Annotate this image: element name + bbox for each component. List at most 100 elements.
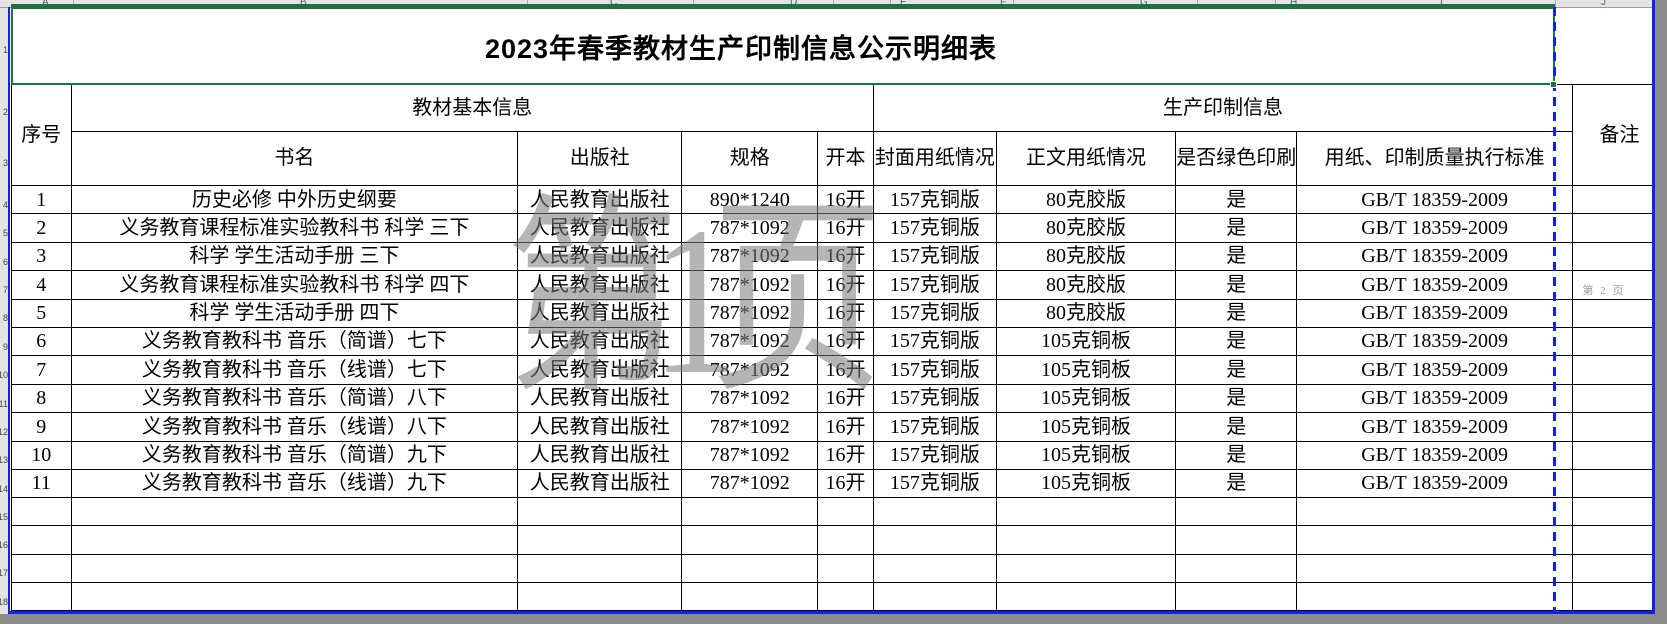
page-break-dashed-line[interactable] <box>1553 7 1556 611</box>
cell-standard[interactable]: GB/T 18359-2009 <box>1296 412 1574 442</box>
cell-green[interactable]: 是 <box>1175 184 1298 215</box>
cell-remark[interactable] <box>1572 213 1667 243</box>
sub-header-6[interactable]: 是否绿色印刷 <box>1175 131 1298 186</box>
sub-header-0[interactable]: 书名 <box>70 131 519 186</box>
empty-cell[interactable] <box>70 525 519 555</box>
cell-spec[interactable]: 787*1092 <box>681 383 819 414</box>
row-header-5[interactable]: 5 <box>2 228 8 238</box>
cell-green[interactable]: 是 <box>1175 270 1298 300</box>
cell-standard[interactable]: GB/T 18359-2009 <box>1296 270 1574 300</box>
empty-cell[interactable] <box>681 553 819 583</box>
empty-cell[interactable] <box>11 553 72 583</box>
cell-cover_paper[interactable]: 157克铜版 <box>872 270 997 300</box>
empty-cell[interactable] <box>995 553 1177 583</box>
empty-cell[interactable] <box>11 525 72 555</box>
cell-remark[interactable] <box>1572 184 1667 215</box>
row-header-13[interactable]: 13 <box>0 455 8 465</box>
cell-cover_paper[interactable]: 157克铜版 <box>872 298 997 328</box>
empty-cell[interactable] <box>1296 497 1574 527</box>
cell-book[interactable]: 义务教育教科书 音乐（简谱）九下 <box>70 440 519 470</box>
empty-cell[interactable] <box>1572 581 1667 612</box>
cell-standard[interactable]: GB/T 18359-2009 <box>1296 213 1574 243</box>
row-header-7[interactable]: 7 <box>2 285 8 295</box>
row-header-6[interactable]: 6 <box>2 257 8 267</box>
cell-body_paper[interactable]: 105克铜板 <box>995 326 1177 357</box>
empty-cell[interactable] <box>995 497 1177 527</box>
cell-body_paper[interactable]: 80克胶版 <box>995 213 1177 243</box>
cell-book[interactable]: 义务教育教科书 音乐（线谱）七下 <box>70 355 519 385</box>
cell-publisher[interactable]: 人民教育出版社 <box>517 184 683 215</box>
empty-cell[interactable] <box>817 581 874 612</box>
empty-cell[interactable] <box>1175 525 1298 555</box>
empty-cell[interactable] <box>1175 497 1298 527</box>
cell-body_paper[interactable]: 105克铜板 <box>995 383 1177 414</box>
cell-spec[interactable]: 787*1092 <box>681 412 819 442</box>
cell-body_paper[interactable]: 80克胶版 <box>995 270 1177 300</box>
cell-body_paper[interactable]: 80克胶版 <box>995 298 1177 328</box>
cell-no[interactable]: 6 <box>11 326 72 357</box>
print-area-right-line[interactable] <box>1652 0 1655 614</box>
cell-format[interactable]: 16开 <box>817 383 874 414</box>
cell-book[interactable]: 科学 学生活动手册 三下 <box>70 241 519 272</box>
cell-format[interactable]: 16开 <box>817 241 874 272</box>
empty-cell[interactable] <box>517 553 683 583</box>
column-header-G[interactable]: G <box>1140 0 1148 7</box>
row-header-17[interactable]: 17 <box>0 568 8 578</box>
empty-cell[interactable] <box>872 581 997 612</box>
empty-cell[interactable] <box>817 497 874 527</box>
empty-cell[interactable] <box>1296 581 1574 612</box>
row-header-10[interactable]: 10 <box>0 370 8 380</box>
empty-cell[interactable] <box>1296 553 1574 583</box>
row-header-16[interactable]: 16 <box>0 540 8 550</box>
empty-cell[interactable] <box>681 581 819 612</box>
cell-remark[interactable] <box>1572 326 1667 357</box>
cell-publisher[interactable]: 人民教育出版社 <box>517 468 683 499</box>
empty-cell[interactable] <box>70 497 519 527</box>
cell-book[interactable]: 义务教育教科书 音乐（线谱）八下 <box>70 412 519 442</box>
cell-cover_paper[interactable]: 157克铜版 <box>872 213 997 243</box>
cell-publisher[interactable]: 人民教育出版社 <box>517 298 683 328</box>
cell-body_paper[interactable]: 105克铜板 <box>995 440 1177 470</box>
cell-format[interactable]: 16开 <box>817 184 874 215</box>
empty-cell[interactable] <box>1175 553 1298 583</box>
cell-no[interactable]: 11 <box>11 468 72 499</box>
row-header-1[interactable]: 1 <box>2 45 8 55</box>
title-cell[interactable]: 2023年春季教材生产印制信息公示明细表 <box>11 7 1555 85</box>
column-header-C[interactable]: C <box>610 0 617 7</box>
cell-format[interactable]: 16开 <box>817 326 874 357</box>
cell-spec[interactable]: 787*1092 <box>681 468 819 499</box>
cell-no[interactable]: 9 <box>11 412 72 442</box>
cell-green[interactable]: 是 <box>1175 440 1298 470</box>
cell-format[interactable]: 16开 <box>817 298 874 328</box>
cell-publisher[interactable]: 人民教育出版社 <box>517 326 683 357</box>
cell-green[interactable]: 是 <box>1175 468 1298 499</box>
cell-format[interactable]: 16开 <box>817 412 874 442</box>
empty-cell[interactable] <box>70 553 519 583</box>
cell-publisher[interactable]: 人民教育出版社 <box>517 270 683 300</box>
cell-green[interactable]: 是 <box>1175 298 1298 328</box>
empty-cell[interactable] <box>1175 581 1298 612</box>
cell-green[interactable]: 是 <box>1175 213 1298 243</box>
column-header-A[interactable]: A <box>42 0 49 7</box>
empty-cell[interactable] <box>995 581 1177 612</box>
cell-standard[interactable]: GB/T 18359-2009 <box>1296 468 1574 499</box>
cell-cover_paper[interactable]: 157克铜版 <box>872 326 997 357</box>
sub-header-1[interactable]: 出版社 <box>517 131 683 186</box>
cell-standard[interactable]: GB/T 18359-2009 <box>1296 298 1574 328</box>
cell-publisher[interactable]: 人民教育出版社 <box>517 355 683 385</box>
cell-cover_paper[interactable]: 157克铜版 <box>872 355 997 385</box>
column-header-D[interactable]: D <box>790 0 797 7</box>
empty-cell[interactable] <box>681 497 819 527</box>
cell-spec[interactable]: 787*1092 <box>681 298 819 328</box>
row-header-2[interactable]: 2 <box>2 107 8 117</box>
cell-body_paper[interactable]: 105克铜板 <box>995 412 1177 442</box>
cell-body_paper[interactable]: 105克铜板 <box>995 468 1177 499</box>
column-header-I[interactable]: I <box>1440 0 1443 7</box>
cell-no[interactable]: 3 <box>11 241 72 272</box>
column-header-E[interactable]: E <box>900 0 907 7</box>
cell-cover_paper[interactable]: 157克铜版 <box>872 440 997 470</box>
cell-standard[interactable]: GB/T 18359-2009 <box>1296 440 1574 470</box>
cell-publisher[interactable]: 人民教育出版社 <box>517 412 683 442</box>
cell-cover_paper[interactable]: 157克铜版 <box>872 184 997 215</box>
cell-no[interactable]: 2 <box>11 213 72 243</box>
